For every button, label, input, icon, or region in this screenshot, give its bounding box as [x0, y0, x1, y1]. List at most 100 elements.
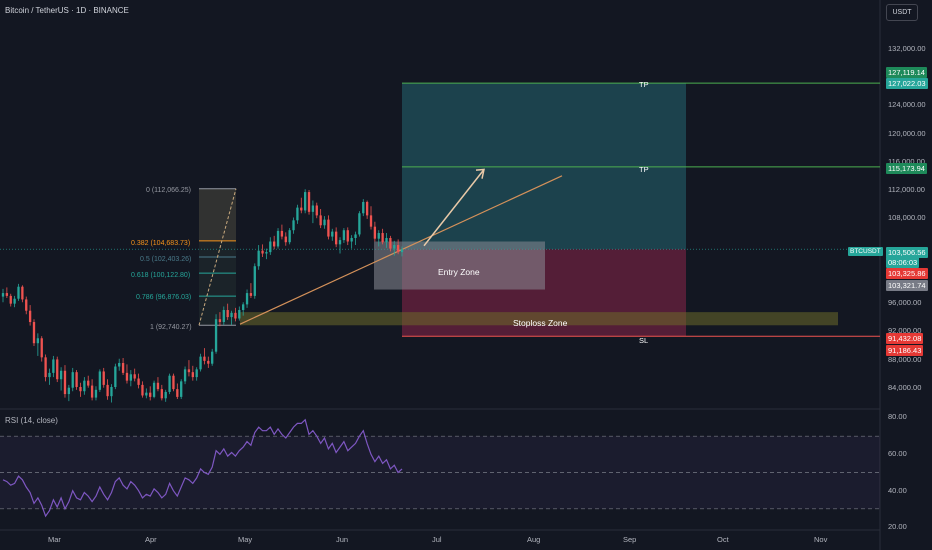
- candle-body: [172, 375, 175, 390]
- candle-body: [288, 230, 291, 243]
- fib-label-1: 1 (92,740.27): [150, 324, 192, 331]
- tp1-label: TP: [639, 80, 649, 89]
- candle-body: [393, 245, 396, 249]
- candle-body: [176, 389, 179, 397]
- candle-body: [1, 293, 5, 297]
- candle-body: [137, 378, 140, 385]
- x-tick: Aug: [527, 535, 541, 544]
- candle-body: [118, 362, 121, 367]
- candle-body: [276, 230, 280, 247]
- projection-arrow: [423, 169, 485, 247]
- candle-body: [296, 207, 299, 221]
- candle-body: [377, 233, 380, 239]
- tp2-tag: 115,173.94: [886, 163, 927, 174]
- price-tick: 116,000.00: [888, 157, 925, 166]
- candle-body: [373, 226, 377, 239]
- candle-body: [83, 380, 86, 392]
- candle-body: [273, 241, 276, 247]
- candle-body: [59, 370, 63, 380]
- candle-body: [303, 192, 307, 211]
- candle-body: [381, 233, 384, 243]
- candle-body: [56, 359, 59, 380]
- fib-label-0: 0 (112,066.25): [146, 187, 192, 194]
- price-tick: 132,000.00: [888, 44, 926, 53]
- tp1-tag-a: 127,119.14: [886, 67, 927, 78]
- candle-body: [21, 286, 24, 300]
- price-tick: 88,000.00: [888, 355, 922, 364]
- price-tick: 108,000.00: [888, 213, 926, 222]
- rsi-title: RSI (14, close): [5, 416, 58, 425]
- candle-body: [358, 213, 361, 235]
- candle-body: [362, 201, 365, 214]
- candle-body: [319, 215, 322, 226]
- rsi-tick: 60.00: [888, 449, 907, 458]
- candle-body: [354, 234, 357, 238]
- candle-body: [284, 236, 287, 243]
- fib-zone-top: [199, 188, 236, 241]
- candle-body: [342, 230, 346, 241]
- candle-body: [63, 370, 67, 395]
- candle-body: [211, 351, 214, 364]
- candle-body: [52, 359, 55, 373]
- candle-body: [79, 387, 82, 392]
- price-tick: 96,000.00: [888, 298, 922, 307]
- candle-body: [32, 322, 36, 344]
- sl-tag-b: 91,186.43: [886, 345, 924, 356]
- candle-body: [129, 374, 132, 381]
- candle-body: [214, 319, 218, 352]
- candle-body: [110, 387, 113, 397]
- x-tick: Sep: [623, 535, 637, 544]
- currency-button[interactable]: USDT: [886, 4, 918, 21]
- candle-body: [141, 384, 144, 396]
- price-tick: 112,000.00: [888, 185, 925, 194]
- candle-body: [334, 231, 338, 245]
- candle-body: [71, 372, 74, 388]
- candle-body: [121, 362, 125, 373]
- candle-body: [36, 338, 40, 344]
- candle-body: [315, 205, 318, 216]
- candle-body: [199, 356, 202, 370]
- sl-tag-a: 91,432.08: [886, 333, 924, 344]
- rsi-tick: 40.00: [888, 486, 907, 495]
- fib-trend-line: [198, 188, 237, 326]
- stoploss-zone-label: Stoploss Zone: [513, 318, 568, 328]
- candle-body: [90, 385, 94, 398]
- candle-body: [156, 382, 160, 390]
- countdown-tag: 08:06:03: [886, 257, 920, 268]
- candle-body: [311, 205, 315, 212]
- candle-body: [385, 237, 388, 243]
- fib-label-0618: 0.618 (100,122.80): [131, 272, 191, 279]
- rsi-tick: 20.00: [888, 522, 907, 531]
- gray-price-tag: 103,321.74: [886, 280, 928, 291]
- candle-body: [44, 357, 47, 378]
- candle-body: [327, 219, 330, 237]
- candle-body: [280, 230, 284, 237]
- rsi-band: [0, 436, 880, 509]
- candle-body: [234, 312, 237, 319]
- candle-body: [75, 372, 78, 387]
- candle-body: [265, 252, 268, 254]
- candle-body: [87, 380, 90, 386]
- candle-body: [191, 372, 194, 378]
- candle-body: [94, 389, 98, 398]
- price-tick: 120,000.00: [888, 129, 926, 138]
- x-tick: Nov: [814, 535, 828, 544]
- tp2-label: TP: [639, 165, 649, 174]
- candle-body: [102, 371, 105, 385]
- candle-body: [253, 266, 256, 296]
- chart-title: Bitcoin / TetherUS · 1D · BINANCE: [5, 6, 129, 15]
- candle-body: [323, 219, 326, 226]
- entry-zone-label: Entry Zone: [438, 267, 480, 277]
- candle-body: [350, 237, 353, 242]
- fib-label-0382: 0.382 (104,683.73): [131, 240, 191, 247]
- x-tick: Jul: [432, 535, 442, 544]
- candle-body: [300, 207, 303, 211]
- candle-body: [5, 293, 9, 296]
- candle-body: [114, 366, 117, 387]
- candle-body: [396, 245, 400, 253]
- rsi-line: [2, 418, 403, 518]
- candle-body: [133, 374, 136, 379]
- rsi-tick: 80.00: [888, 412, 907, 421]
- current-price-tag: 103,506.56: [886, 247, 928, 258]
